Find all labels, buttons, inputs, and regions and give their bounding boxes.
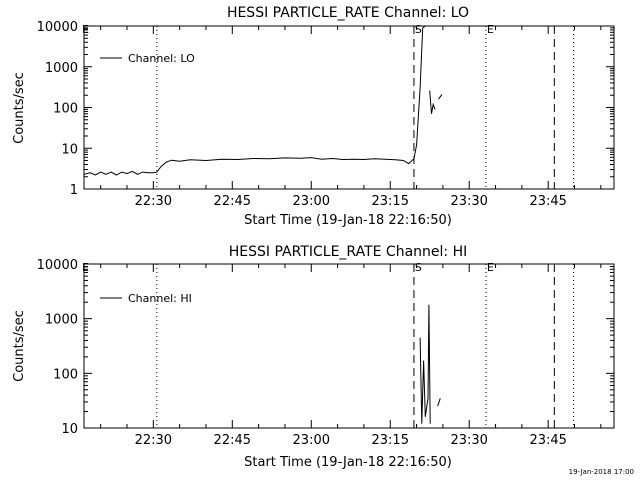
series-line (83, 25, 426, 176)
series-line (437, 398, 441, 407)
x-tick-label: 23:15 (372, 194, 409, 209)
y-axis-label: Counts/sec (12, 310, 27, 382)
event-marker-label: S (415, 23, 422, 36)
chart-panel-hi: HESSI PARTICLE_RATE Channel: HI Start Ti… (12, 244, 615, 470)
legend-label: Channel: HI (128, 292, 192, 305)
y-tick-label: 10000 (37, 258, 78, 273)
corner-mark: E (82, 261, 89, 274)
y-tick-label: 10 (61, 142, 78, 157)
chart-title: HESSI PARTICLE_RATE Channel: HI (229, 244, 467, 260)
y-tick-label: 100 (53, 102, 78, 117)
y-tick-label: 10000 (37, 20, 78, 35)
plot-frame (83, 263, 615, 429)
y-tick-label: 1000 (45, 61, 78, 76)
y-tick-label: 1 (70, 183, 78, 198)
event-marker-label: S (415, 261, 422, 274)
chart-panel-lo: HESSI PARTICLE_RATE Channel: LO Start Ti… (12, 5, 615, 228)
x-tick-label: 22:30 (135, 194, 172, 209)
y-tick-label: 100 (53, 367, 78, 382)
event-marker-label: E (487, 23, 494, 36)
x-tick-label: 23:15 (372, 433, 409, 448)
x-tick-label: 23:30 (450, 194, 487, 209)
series-line (429, 90, 436, 114)
y-tick-label: 1000 (45, 313, 78, 328)
x-tick-label: 22:30 (135, 433, 172, 448)
x-tick-label: 22:45 (214, 194, 251, 209)
x-axis-label: Start Time (19-Jan-18 22:16:50) (244, 455, 452, 470)
x-tick-label: 23:30 (450, 433, 487, 448)
legend-label: Channel: LO (128, 52, 195, 65)
x-tick-label: 23:00 (293, 194, 330, 209)
timestamp-stamp: 19-Jan-2018 17:00 (568, 468, 634, 476)
x-tick-label: 22:45 (214, 433, 251, 448)
y-tick-label: 10 (61, 422, 78, 437)
event-marker-label: E (487, 261, 494, 274)
x-tick-label: 23:45 (529, 194, 566, 209)
x-axis-label: Start Time (19-Jan-18 22:16:50) (244, 213, 452, 228)
chart-title: HESSI PARTICLE_RATE Channel: LO (227, 5, 469, 21)
y-axis-label: Counts/sec (12, 72, 27, 144)
x-tick-label: 23:00 (293, 433, 330, 448)
series-line (438, 94, 443, 100)
series-line (419, 304, 431, 424)
x-tick-label: 23:45 (529, 433, 566, 448)
